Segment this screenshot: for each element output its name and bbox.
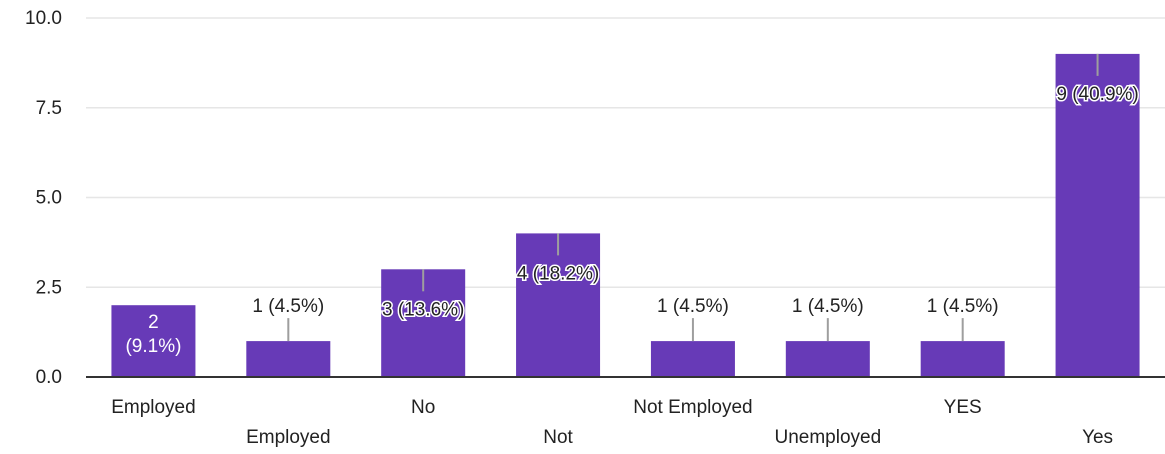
y-tick-label: 10.0 xyxy=(25,8,62,29)
bar xyxy=(920,341,1005,377)
y-tick-label: 2.5 xyxy=(36,277,62,298)
y-axis-ticks: 0.0 2.5 5.0 7.5 10.0 xyxy=(25,8,62,388)
data-label: 1 (4.5%) xyxy=(252,296,324,317)
data-label: 9 (40.9%) xyxy=(1056,84,1138,105)
y-tick-label: 7.5 xyxy=(36,98,62,119)
data-labels: 2 (9.1%) 1 (4.5%) 3 (13.6%) 4 (18.2%) 1 (4.5%… xyxy=(125,53,1140,357)
data-label: 2 (9.1%) xyxy=(125,312,181,357)
x-tick-label: Employed xyxy=(246,427,331,448)
x-tick-label: No xyxy=(411,397,435,418)
bars xyxy=(111,53,1140,378)
bar xyxy=(246,341,331,377)
x-axis-labels: Employed Employed No Not Not Employed Unemplo… xyxy=(111,397,1113,448)
y-tick-label: 5.0 xyxy=(36,188,62,209)
data-label: 4 (18.2%) xyxy=(517,263,599,284)
data-label: 1 (4.5%) xyxy=(792,296,864,317)
bar xyxy=(785,341,870,377)
bar xyxy=(650,341,735,377)
bar xyxy=(111,305,196,377)
x-tick-label: Employed xyxy=(111,397,196,418)
y-tick-label: 0.0 xyxy=(36,367,62,388)
data-label: 1 (4.5%) xyxy=(657,296,729,317)
x-tick-label: Not xyxy=(543,427,573,448)
bar xyxy=(1055,53,1140,378)
bar xyxy=(516,233,601,377)
x-tick-label: Yes xyxy=(1082,427,1113,448)
x-tick-label: Unemployed xyxy=(774,427,881,448)
gridlines xyxy=(86,17,1165,288)
x-tick-label: YES xyxy=(944,397,982,418)
data-label: 1 (4.5%) xyxy=(927,296,999,317)
x-tick-label: Not Employed xyxy=(633,397,752,418)
data-label: 3 (13.6%) xyxy=(382,299,464,320)
